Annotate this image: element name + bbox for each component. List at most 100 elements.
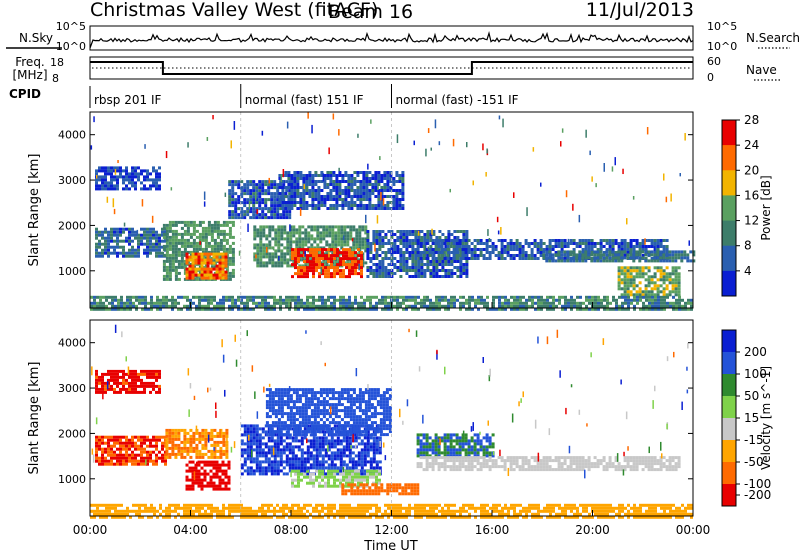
- data-cell: [390, 272, 394, 275]
- data-cell: [298, 228, 302, 232]
- data-cell: [289, 228, 293, 232]
- data-cell: [401, 177, 405, 180]
- data-cell: [333, 251, 336, 255]
- data-cell: [621, 295, 624, 299]
- data-cell: [414, 239, 418, 242]
- data-cell: [362, 207, 366, 210]
- data-cell: [155, 181, 158, 185]
- data-cell: [431, 248, 435, 251]
- data-cell: [213, 434, 217, 438]
- data-cell: [584, 245, 588, 248]
- data-cell: [375, 275, 379, 278]
- data-cell: [258, 304, 261, 308]
- data-cell: [168, 298, 171, 302]
- data-cell: [563, 253, 567, 257]
- data-cell: [101, 242, 104, 246]
- data-cell: [438, 269, 442, 272]
- data-cell: [473, 245, 477, 248]
- data-cell: [605, 253, 609, 257]
- data-cell: [348, 272, 351, 276]
- data-cell: [216, 431, 220, 435]
- data-cell: [395, 192, 399, 195]
- data-cell: [183, 446, 187, 450]
- data-cell: [348, 298, 351, 302]
- data-cell: [180, 250, 184, 254]
- data-cell: [575, 245, 579, 248]
- data-cell: [146, 242, 149, 246]
- data-cell: [203, 478, 207, 482]
- data-cell: [366, 251, 370, 254]
- data-cell: [234, 304, 237, 308]
- data-cell: [348, 254, 351, 258]
- data-cell: [306, 269, 309, 273]
- data-cell: [135, 298, 138, 302]
- data-cell: [654, 307, 657, 311]
- data-cell: [347, 177, 351, 180]
- data-cell: [317, 198, 321, 201]
- data-cell: [134, 169, 137, 173]
- data-cell: [429, 304, 432, 308]
- data-cell: [177, 253, 181, 257]
- data-cell: [653, 250, 657, 254]
- data-cell: [512, 242, 516, 245]
- data-cell: [584, 256, 588, 260]
- data-cell: [329, 207, 333, 210]
- data-cell: [231, 247, 235, 251]
- data-cell: [657, 295, 660, 299]
- data-cell: [140, 172, 143, 176]
- data-cell: [375, 233, 379, 236]
- data-cell: [261, 472, 265, 476]
- data-cell: [134, 387, 137, 391]
- data-cell: [420, 263, 424, 266]
- data-cell: [101, 184, 104, 188]
- data-cell: [354, 269, 357, 273]
- data-cell: [152, 181, 155, 185]
- data-cell: [165, 443, 169, 447]
- data-cell: [192, 301, 195, 305]
- data-cell: [557, 259, 561, 263]
- data-cell: [243, 201, 247, 205]
- data-cell: [125, 166, 128, 170]
- data-cell: [381, 251, 385, 254]
- data-cell: [551, 253, 555, 257]
- y-tick-label: 3000: [58, 174, 86, 187]
- data-cell: [276, 198, 280, 202]
- data-cell: [273, 192, 277, 196]
- data-cell: [116, 438, 119, 442]
- data-cell: [300, 275, 303, 279]
- data-cell: [149, 441, 152, 445]
- data-cell: [276, 436, 280, 440]
- data-cell: [617, 278, 621, 282]
- data-speck: [338, 129, 340, 136]
- data-cell: [303, 307, 306, 311]
- data-cell: [119, 390, 122, 394]
- data-cell: [131, 456, 134, 460]
- data-cell: [300, 254, 303, 258]
- data-cell: [267, 463, 271, 467]
- data-cell: [671, 287, 675, 291]
- data-cell: [200, 466, 204, 470]
- data-cell: [345, 298, 348, 302]
- data-cell: [320, 204, 324, 207]
- data-cell: [450, 251, 454, 254]
- data-cell: [414, 236, 418, 239]
- data-cell: [486, 304, 489, 308]
- data-cell: [399, 304, 402, 308]
- data-cell: [428, 251, 432, 254]
- data-cell: [423, 263, 427, 266]
- data-cell: [277, 243, 281, 247]
- data-cell: [177, 449, 181, 453]
- data-cell: [426, 266, 430, 269]
- data-cell: [140, 384, 143, 388]
- data-cell: [279, 457, 283, 461]
- data-cell: [425, 239, 429, 242]
- data-cell: [99, 307, 102, 311]
- data-cell: [507, 298, 510, 302]
- data-cell: [96, 295, 99, 299]
- data-cell: [246, 198, 250, 202]
- data-cell: [215, 267, 219, 271]
- data-cell: [377, 201, 381, 204]
- data-cell: [180, 238, 184, 242]
- data-cell: [201, 434, 205, 438]
- data-cell: [650, 290, 654, 294]
